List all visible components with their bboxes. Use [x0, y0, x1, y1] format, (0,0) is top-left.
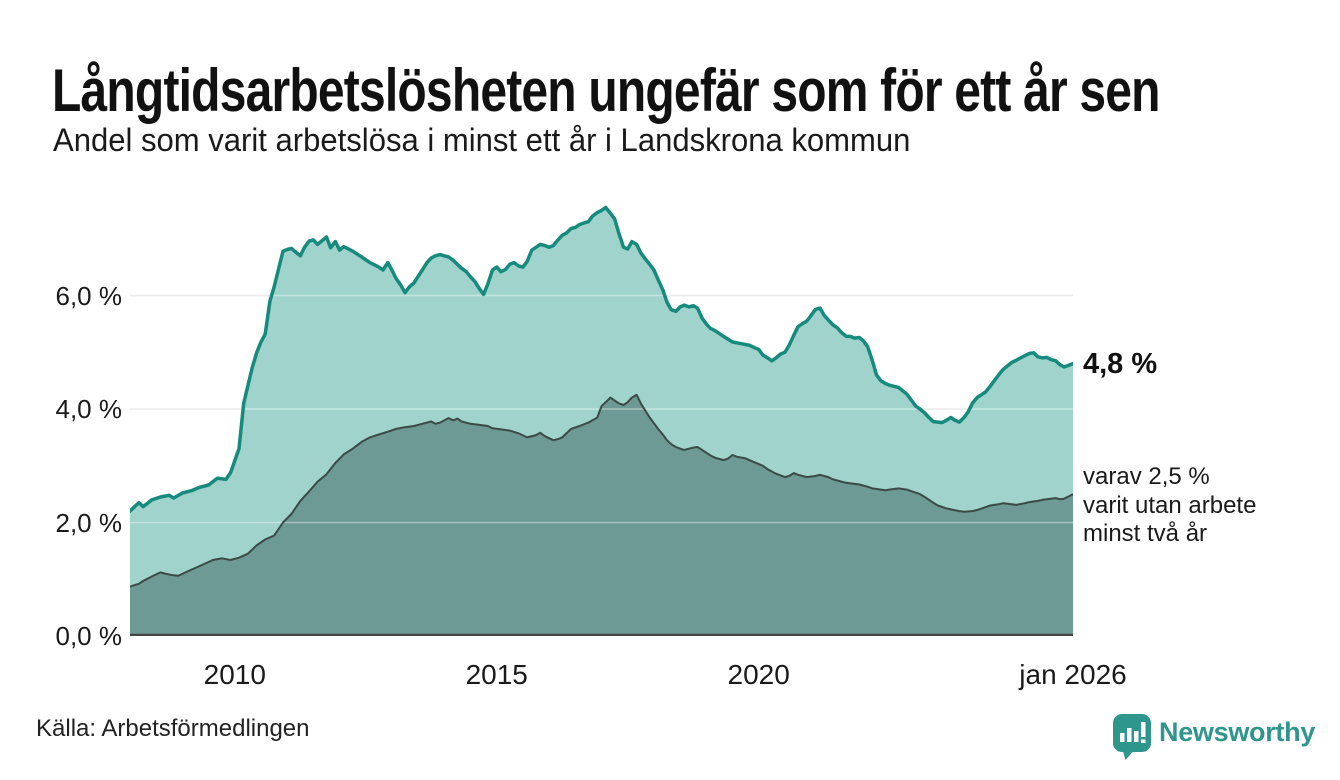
newsworthy-logo-icon: [1113, 714, 1151, 760]
x-tick-label: 2010: [203, 659, 266, 690]
y-tick-label: 2,0 %: [55, 507, 123, 538]
x-tick-label: 2015: [465, 659, 528, 690]
series-annotation-label: varav 2,5 % varit utan arbete minst två …: [1083, 463, 1257, 547]
series-end-value-label: 4,8 %: [1083, 348, 1158, 380]
x-tick-label: jan 2026: [1019, 659, 1127, 690]
x-tick-label: 2020: [727, 659, 790, 690]
area-fill-two-years: [130, 394, 1073, 636]
line-one-year: [130, 205, 1073, 513]
newsworthy-branding[interactable]: Newsworthy: [1113, 714, 1315, 760]
chart-plot-area: [130, 205, 1073, 636]
line-two-years: [130, 393, 1073, 588]
page-title-text: Långtidsarbetslösheten ungefär som för e…: [52, 57, 1160, 125]
page-subtitle: Andel som varit arbetslösa i minst ett å…: [53, 124, 937, 158]
page-subtitle-text: Andel som varit arbetslösa i minst ett å…: [53, 122, 911, 158]
source-note: Källa: Arbetsförmedlingen: [36, 715, 310, 742]
page-title: Långtidsarbetslösheten ungefär som för e…: [52, 61, 1340, 121]
y-tick-label: 0,0 %: [55, 621, 123, 651]
y-tick-label: 4,0 %: [55, 394, 123, 424]
newsworthy-wordmark: Newsworthy: [1159, 717, 1316, 747]
y-tick-label: 6,0 %: [55, 280, 123, 311]
